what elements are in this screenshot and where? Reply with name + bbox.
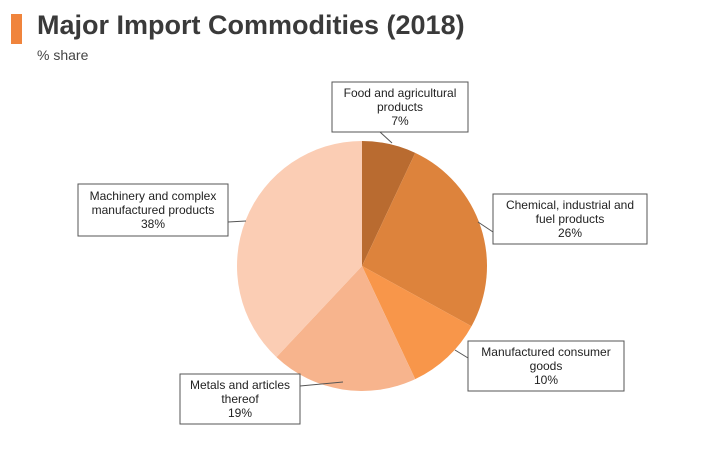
label-box (179, 373, 301, 425)
slice-category-label: manufactured products (92, 203, 215, 217)
label-leader-line (299, 381, 344, 387)
slice-category-label: Metals and articles (190, 378, 290, 392)
label-box (77, 183, 229, 237)
slice-category-label: Manufactured consumer (481, 345, 610, 359)
pie-slice (362, 141, 416, 266)
slice-value-label: 10% (534, 373, 558, 387)
slice-category-label: products (377, 100, 423, 114)
slice-category-label: goods (530, 359, 563, 373)
chart-subtitle: % share (37, 47, 89, 63)
chart-title: Major Import Commodities (2018) (37, 10, 465, 40)
label-box (467, 340, 625, 392)
slice-labels: Food and agriculturalproducts7%Chemical,… (77, 81, 648, 425)
slice-category-label: Food and agricultural (344, 86, 457, 100)
pie-slice (362, 152, 487, 327)
pie-slice (276, 266, 416, 392)
pie-slice (362, 266, 472, 380)
pie-slices (237, 141, 487, 392)
slice-category-label: Machinery and complex (90, 189, 217, 203)
pie-slice (237, 141, 362, 358)
label-box (331, 81, 469, 133)
label-leader-line (379, 131, 393, 144)
slice-category-label: Chemical, industrial and (506, 198, 634, 212)
label-box (492, 193, 648, 245)
slice-value-label: 19% (228, 406, 252, 420)
title-accent-bar (11, 14, 22, 44)
label-leader-line (477, 221, 494, 233)
slice-category-label: fuel products (536, 212, 605, 226)
slice-category-label: thereof (221, 392, 259, 406)
slice-value-label: 38% (141, 217, 165, 231)
label-leader-line (227, 220, 247, 223)
slice-value-label: 7% (391, 114, 409, 128)
slice-value-label: 26% (558, 226, 582, 240)
label-leader-line (454, 349, 469, 359)
